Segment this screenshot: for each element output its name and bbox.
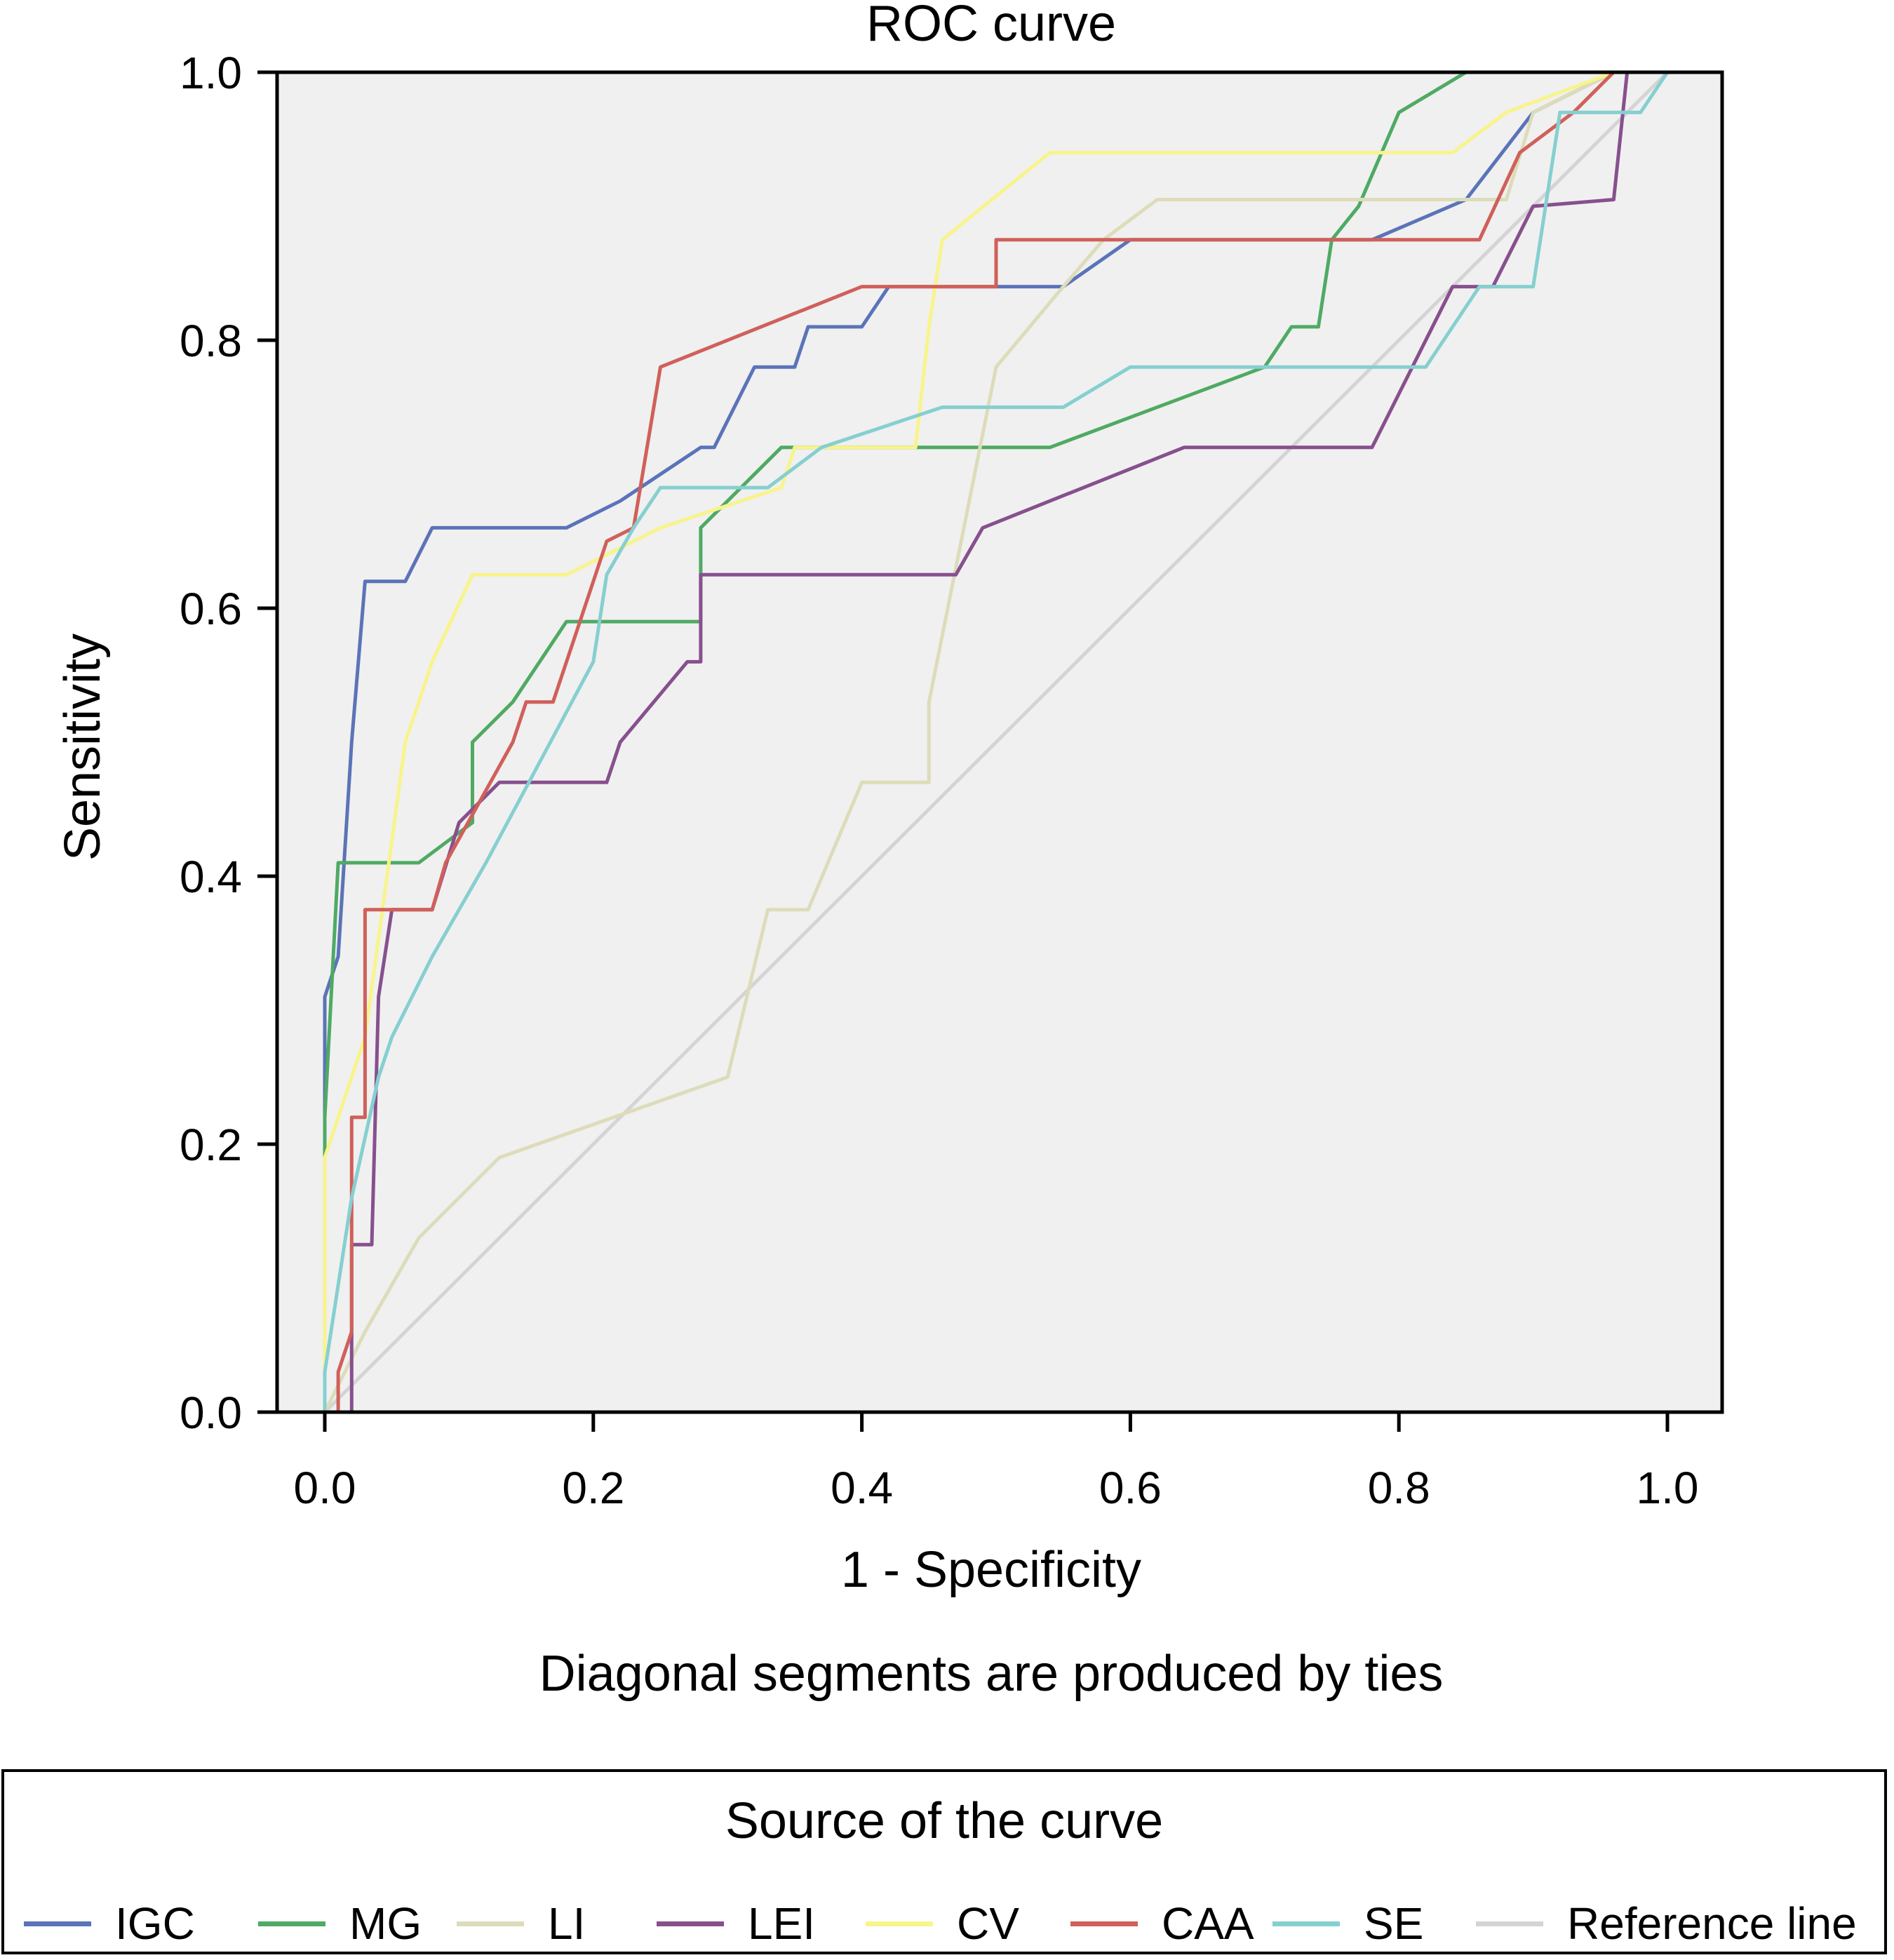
legend-title: Source of the curve <box>725 1793 1164 1849</box>
y-tick-label: 0.4 <box>180 852 242 902</box>
legend-swatch <box>1476 1921 1543 1926</box>
y-axis-title: Sensitivity <box>55 633 111 861</box>
legend-label: Reference line <box>1567 1898 1857 1949</box>
series-line-reference-line <box>323 71 1669 1414</box>
legend-item-igc: IGC <box>24 1895 195 1952</box>
legend-label: LI <box>548 1898 586 1949</box>
legend-item-caa: CAA <box>1070 1895 1254 1952</box>
y-tick-label: 0.2 <box>180 1120 242 1170</box>
y-tick-label: 0.8 <box>180 316 242 366</box>
series-layer <box>323 70 1670 1414</box>
roc-chart: ROC curve 0.0 0.2 0.4 0.6 0.8 1.0 0.0 0.2 0.4 0.6… <box>55 0 1724 1702</box>
legend-item-li: LI <box>457 1895 585 1952</box>
x-tick-label: 1.0 <box>1637 1463 1699 1513</box>
legend-items: IGC MG LI LEI CV CAA SE Reference line <box>4 1895 1884 1952</box>
legend-label: CAA <box>1162 1898 1254 1949</box>
series-line-li <box>323 70 1667 1414</box>
x-tick-label: 0.4 <box>831 1463 893 1513</box>
y-tick-label: 0.6 <box>180 584 242 634</box>
x-tick-label: 0.8 <box>1368 1463 1430 1513</box>
legend-swatch <box>24 1921 91 1926</box>
x-tick-label: 0.2 <box>562 1463 624 1513</box>
legend-label: MG <box>349 1898 422 1949</box>
legend-swatch <box>866 1921 933 1926</box>
legend-swatch <box>457 1921 524 1926</box>
series-line-igc <box>323 70 1667 1412</box>
x-tick-label: 0.0 <box>294 1463 356 1513</box>
x-tick-label: 0.6 <box>1099 1463 1162 1513</box>
legend-swatch <box>258 1921 325 1926</box>
legend-label: LEI <box>748 1898 816 1949</box>
legend: Source of the curve IGC MG LI LEI CV CAA SE Ref… <box>1 1769 1887 1954</box>
plot-frame <box>275 70 1724 1414</box>
legend-item-reference-line: Reference line <box>1476 1895 1857 1952</box>
series-line-se <box>323 71 1670 1412</box>
y-tick-label: 1.0 <box>180 48 242 98</box>
legend-item-se: SE <box>1272 1895 1423 1952</box>
chart-footnote: Diagonal segments are produced by ties <box>539 1646 1444 1702</box>
chart-title: ROC curve <box>866 0 1116 52</box>
y-tick-label: 0.0 <box>180 1388 242 1438</box>
legend-label: CV <box>957 1898 1019 1949</box>
plot-area <box>277 72 1722 1412</box>
legend-item-cv: CV <box>866 1895 1019 1952</box>
series-line-caa <box>325 70 1667 1414</box>
legend-label: IGC <box>115 1898 195 1949</box>
x-axis-title: 1 - Specificity <box>841 1542 1141 1598</box>
legend-item-mg: MG <box>258 1895 422 1952</box>
legend-label: SE <box>1364 1898 1424 1949</box>
legend-item-lei: LEI <box>657 1895 815 1952</box>
legend-swatch <box>657 1921 724 1926</box>
legend-swatch <box>1070 1921 1138 1926</box>
axis-layer: 0.0 0.2 0.4 0.6 0.8 1.0 0.0 0.2 0.4 0.6 0.8 1.0 <box>180 48 1698 1513</box>
legend-swatch <box>1272 1921 1340 1926</box>
series-line-lei <box>325 70 1667 1414</box>
